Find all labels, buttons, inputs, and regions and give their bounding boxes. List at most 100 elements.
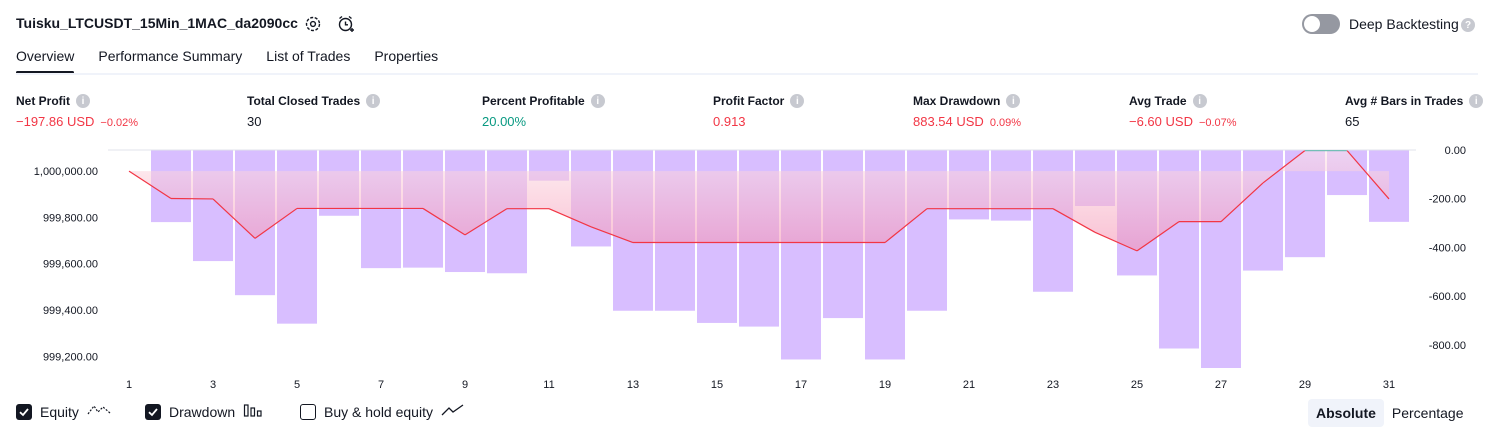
info-icon[interactable]: i: [366, 94, 381, 108]
x-axis-tick: 11: [543, 379, 554, 391]
x-axis-tick: 5: [294, 379, 300, 391]
gear-icon[interactable]: [303, 14, 323, 34]
left-axis-tick: 1,000,000.00: [34, 166, 98, 178]
metric-label: Avg Trade: [1129, 94, 1187, 108]
legend-label: Equity: [40, 403, 79, 420]
x-axis-tick: 7: [378, 379, 384, 391]
tabs-divider: [16, 73, 1478, 75]
equity-segment: [1220, 182, 1264, 223]
right-axis-tick: -400.00: [1429, 242, 1466, 254]
left-axis-tick: 999,600.00: [43, 259, 98, 271]
equity-segment: [884, 208, 928, 244]
metric-value: 65: [1345, 114, 1360, 129]
info-icon[interactable]: i: [76, 94, 90, 108]
buy-hold-checkbox[interactable]: [300, 403, 316, 420]
equity-drawdown-chart: 1,000,000.00 999,800.00 999,600.00 999,400.…: [34, 145, 1466, 391]
right-axis-tick: -600.00: [1429, 291, 1466, 303]
deep-backtesting-toggle[interactable]: [1302, 14, 1340, 34]
metric-label: Avg # Bars in Trades: [1345, 94, 1464, 108]
toggle-knob: [1304, 16, 1320, 32]
buy-hold-line-icon: [441, 403, 465, 420]
x-axis-tick: 17: [795, 379, 807, 391]
legend-label: Drawdown: [169, 403, 236, 420]
x-axis-tick: 15: [711, 379, 723, 391]
equity-segment: [464, 208, 508, 236]
metric-value: −6.60 USD: [1129, 114, 1193, 129]
metric-max-drawdown: Max Drawdown i 883.54 USD 0.09%: [913, 94, 1021, 129]
info-icon[interactable]: i: [1006, 94, 1021, 108]
x-axis-tick: 25: [1131, 379, 1143, 391]
equity-segment: [212, 198, 256, 239]
metric-percent: −0.07%: [1198, 117, 1237, 129]
equity-segment: [1262, 149, 1306, 184]
metric-value: 883.54 USD: [913, 114, 984, 129]
metric-avg-trade: Avg Trade i −6.60 USD −0.07%: [1129, 94, 1237, 129]
equity-segment: [128, 170, 172, 199]
legend-equity[interactable]: Equity: [16, 403, 111, 420]
drawdown-checkbox[interactable]: [145, 403, 161, 420]
info-icon[interactable]: i: [590, 94, 605, 108]
metric-label: Profit Factor: [713, 94, 785, 108]
x-axis-tick: 13: [627, 379, 639, 391]
x-axis-tick: 9: [462, 379, 468, 391]
info-icon[interactable]: i: [1192, 94, 1207, 108]
x-axis-tick: 21: [963, 379, 975, 391]
tab-overview[interactable]: Overview: [16, 48, 75, 74]
info-icon[interactable]: i: [790, 94, 805, 108]
x-axis-tick: 31: [1383, 379, 1395, 391]
legend-label: Buy & hold equity: [324, 403, 433, 420]
drawdown-bars-icon: [243, 403, 263, 420]
tab-performance-summary[interactable]: Performance Summary: [98, 48, 243, 64]
metric-profit-factor: Profit Factor i 0.913: [713, 94, 805, 129]
metric-percent: −0.02%: [100, 117, 139, 129]
legend-drawdown[interactable]: Drawdown: [145, 403, 263, 420]
absolute-button[interactable]: Absolute: [1308, 399, 1384, 427]
tab-list-of-trades[interactable]: List of Trades: [266, 48, 351, 64]
percentage-button[interactable]: Percentage: [1391, 405, 1464, 421]
equity-segment: [422, 207, 466, 236]
x-axis-tick: 19: [879, 379, 891, 391]
metric-label: Net Profit: [16, 94, 70, 108]
right-axis-tick: 0.00: [1445, 145, 1466, 157]
metric-percent: 0.09%: [989, 117, 1022, 129]
x-axis: 1 3 5 7 9 11 13 15 17 19 21 23 25 27 29 31: [126, 379, 1395, 391]
metric-value: 0.913: [713, 114, 746, 129]
x-axis-tick: 27: [1215, 379, 1227, 391]
drawdown-bar: [361, 150, 401, 269]
equity-segment: [1346, 150, 1390, 200]
right-axis-tick: -800.00: [1429, 340, 1466, 352]
left-axis-tick: 999,200.00: [43, 351, 98, 363]
right-axis: 0.00 -200.00 -400.00 -600.00 -800.00: [1429, 145, 1466, 352]
metric-net-profit: Net Profit i −197.86 USD −0.02%: [16, 94, 138, 129]
x-axis-tick: 23: [1047, 379, 1059, 391]
display-mode-switch: Absolute Percentage: [1308, 399, 1472, 427]
metric-value: 30: [247, 114, 262, 129]
equity-segment: [1136, 221, 1180, 252]
metric-percent-profitable: Percent Profitable i 20.00%: [482, 94, 605, 129]
drawdown-bar: [1243, 150, 1283, 271]
equity-segment: [1052, 208, 1096, 233]
equity-line-icon: [87, 403, 111, 420]
right-axis-tick: -200.00: [1429, 194, 1466, 206]
x-axis-tick: 3: [210, 379, 216, 391]
report-tabs: Overview Performance Summary List of Tra…: [16, 48, 438, 74]
alarm-add-icon[interactable]: [336, 14, 356, 34]
equity-segment: [590, 226, 634, 244]
equity-area: [129, 150, 1389, 251]
metric-total-closed-trades: Total Closed Trades i 30: [247, 94, 381, 129]
equity-fill: [129, 150, 1389, 251]
help-icon[interactable]: ?: [1461, 18, 1475, 32]
left-axis-tick: 999,400.00: [43, 305, 98, 317]
tab-properties[interactable]: Properties: [374, 48, 439, 64]
equity-segment: [1094, 231, 1138, 252]
strategy-title: Tuisku_LTCUSDT_15Min_1MAC_da2090cc: [16, 15, 298, 31]
info-icon[interactable]: i: [1469, 94, 1484, 108]
legend-buy-hold-equity[interactable]: Buy & hold equity: [300, 403, 465, 420]
equity-segment: [548, 208, 592, 228]
metric-label: Total Closed Trades: [247, 94, 361, 108]
equity-checkbox[interactable]: [16, 403, 32, 420]
metric-label: Percent Profitable: [482, 94, 585, 108]
metric-value: −197.86 USD: [16, 114, 95, 129]
equity-series: [108, 149, 1416, 252]
x-axis-tick: 1: [126, 379, 132, 391]
